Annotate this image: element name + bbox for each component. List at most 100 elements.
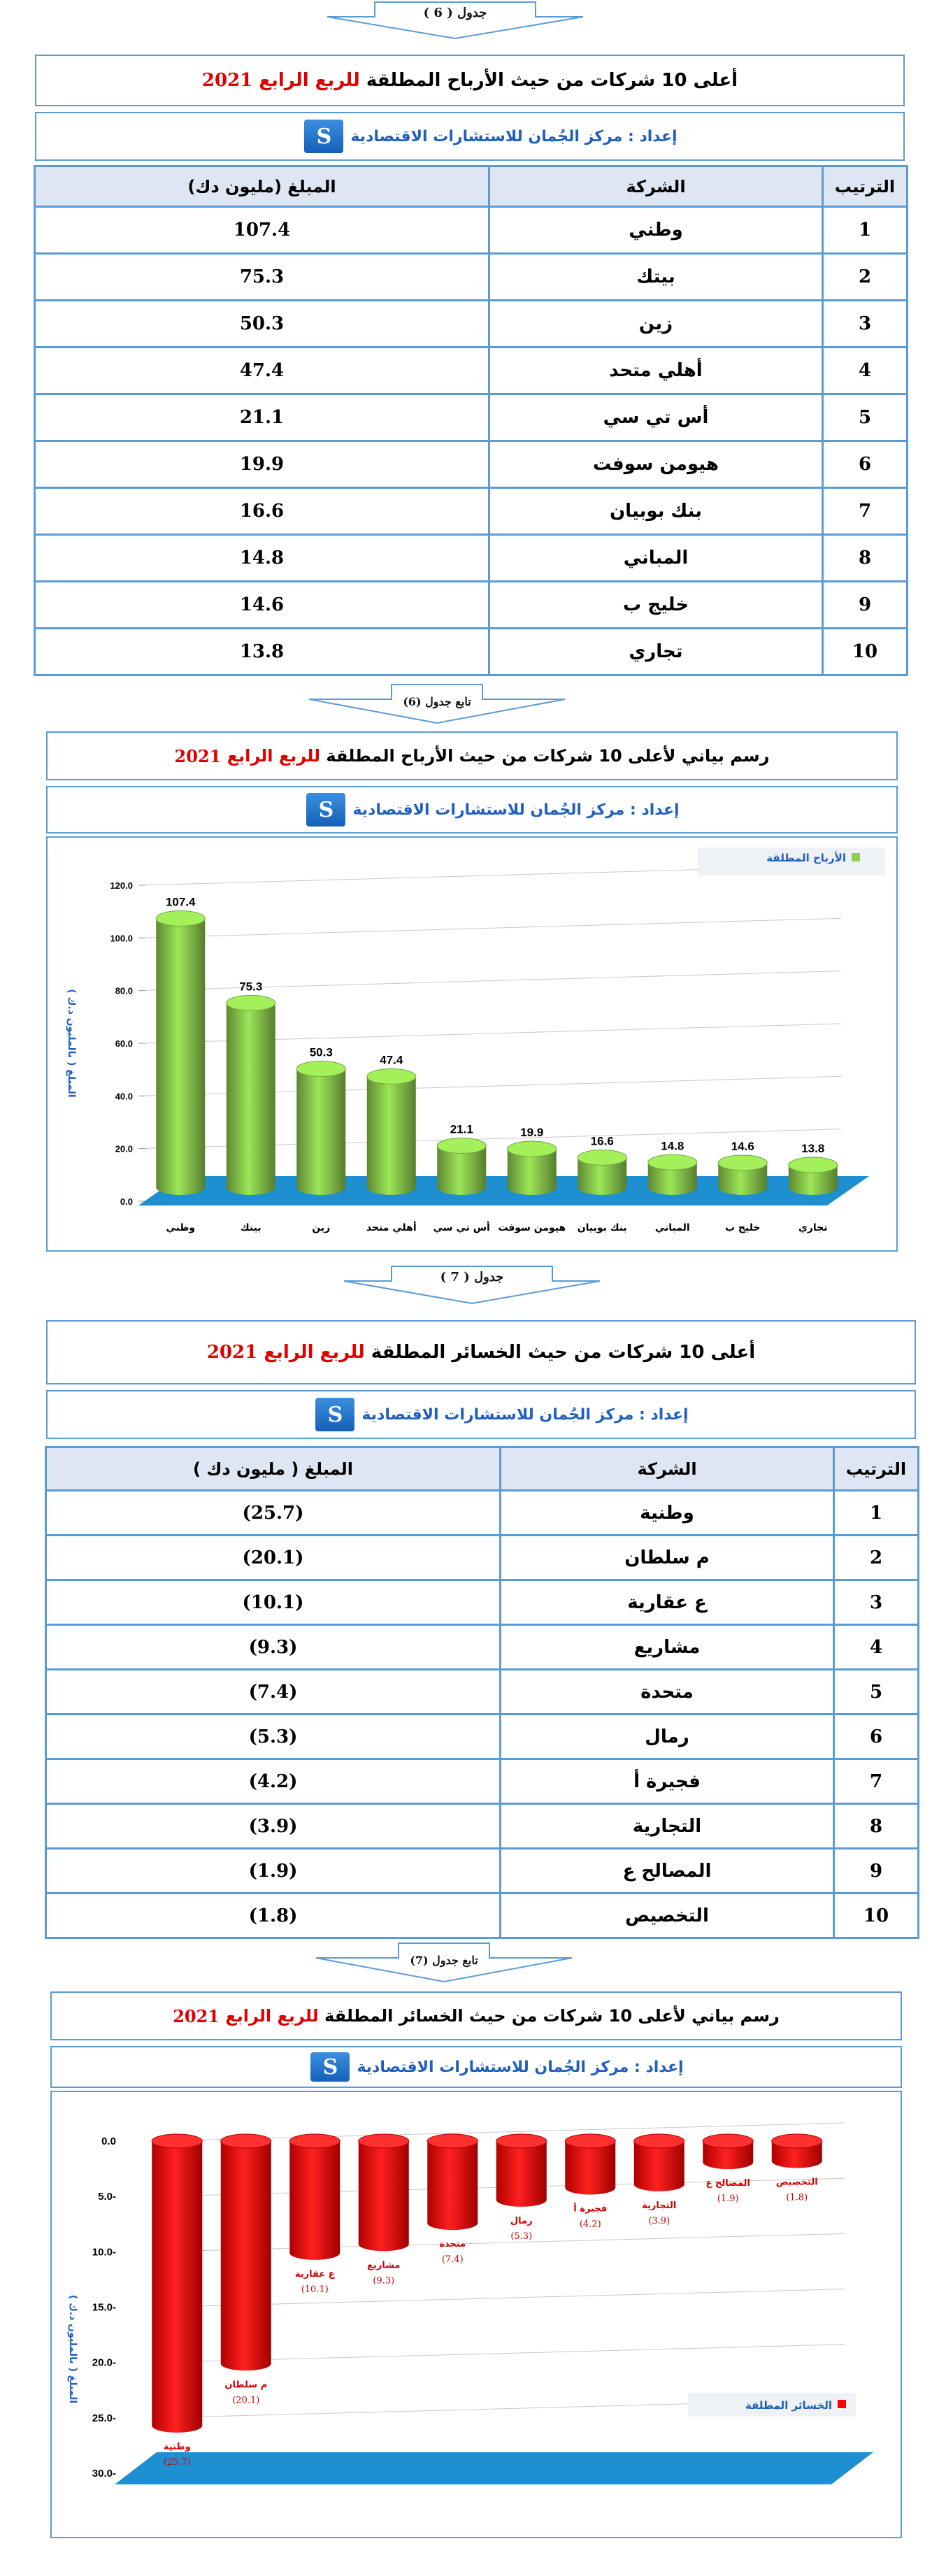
bar-top	[436, 1138, 487, 1154]
jumana-logo-icon: S	[304, 120, 344, 153]
company-cell: زين	[488, 299, 824, 348]
legend-label: الأرباح المطلقة	[766, 852, 846, 864]
bar-body	[578, 1157, 627, 1195]
title-prefix: رسم بياني لأعلى 10 شركات من حيث الأرباح …	[326, 746, 770, 766]
x-tick-label: بنك بوبيان	[578, 1222, 627, 1233]
bar	[507, 1140, 557, 1195]
table-row: 9 المصالح ع (1.9)	[45, 1847, 919, 1894]
x-tick-label: هيومن سوفت	[498, 1222, 566, 1233]
x-tick-label: وطنية	[164, 2442, 191, 2452]
x-tick-label: مشاريع	[367, 2260, 400, 2270]
x-tick-label: بيتك	[241, 1222, 261, 1233]
rank-cell: 6	[833, 1713, 919, 1760]
chart6-credit: إعداد : مركز الجُمان للاستشارات الاقتصاد…	[46, 786, 898, 833]
jumana-logo-icon: S	[310, 2052, 350, 2082]
bar-top	[788, 1157, 838, 1173]
table-row: 1 وطني 107.4	[34, 206, 908, 255]
table6-arrow-label: جدول ( 6 )	[423, 6, 487, 20]
bar	[496, 2133, 547, 2207]
company-cell: م سلطان	[499, 1534, 835, 1581]
bar-body	[427, 2141, 478, 2231]
header-company: الشركة	[488, 165, 824, 208]
bar	[771, 2133, 823, 2168]
bar-top	[647, 1154, 698, 1171]
x-tick-label: التجارية	[642, 2201, 676, 2211]
y-tick-label: 0.0	[101, 2135, 116, 2147]
table-row: 2 بيتك 75.3	[34, 252, 908, 301]
rank-cell: 4	[822, 346, 908, 395]
company-cell: رمال	[499, 1713, 835, 1760]
x-tick-label: وطني	[166, 1222, 195, 1233]
y-tick-label: 30.0-	[92, 2468, 116, 2480]
data-label: (3.9)	[648, 2216, 670, 2226]
data-label: 13.8	[801, 1142, 824, 1155]
loss-table: الترتيب الشركة المبلغ ( مليون دك ) 1 وطني…	[45, 1446, 919, 1939]
bar	[220, 2133, 272, 2371]
rank-cell: 3	[822, 299, 908, 348]
data-label: (4.2)	[580, 2219, 601, 2230]
bar-body	[633, 2141, 684, 2191]
header-amount: المبلغ ( مليون دك )	[45, 1446, 501, 1491]
rank-cell: 4	[833, 1624, 919, 1670]
y-tick-label: 25.0-	[92, 2412, 116, 2424]
bar	[633, 2133, 685, 2191]
bar-top	[358, 2133, 410, 2149]
title-highlight: للربع الرابع	[264, 1342, 365, 1363]
title-highlight: للربع الرابع	[259, 70, 360, 91]
data-label: 107.4	[166, 895, 196, 908]
bar-body	[289, 2141, 341, 2260]
data-label: (10.1)	[301, 2284, 329, 2295]
amount-cell: (7.4)	[45, 1668, 501, 1715]
bar-top	[296, 1061, 346, 1078]
table6-title: أعلى 10 شركات من حيث الأرباح المطلقة للر…	[35, 55, 905, 106]
legend-swatch	[852, 853, 860, 861]
chart6-arrow-label: تابع جدول (6)	[403, 695, 471, 708]
bar-body	[152, 2141, 203, 2433]
table-row: 8 التجارية (3.9)	[45, 1803, 919, 1849]
amount-cell: 75.3	[34, 252, 490, 301]
amount-cell: 47.4	[34, 346, 490, 395]
company-cell: التجارية	[499, 1803, 835, 1849]
rank-cell: 10	[833, 1892, 919, 1939]
data-label: (20.1)	[232, 2395, 259, 2405]
bar-top	[427, 2133, 478, 2149]
data-label: (9.3)	[373, 2275, 394, 2286]
amount-cell: (3.9)	[45, 1803, 501, 1849]
bar-top	[577, 1149, 627, 1166]
table7-credit: إعداد : مركز الجُمان للاستشارات الاقتصاد…	[46, 1390, 916, 1439]
bar	[647, 1154, 698, 1195]
bar-body	[771, 2141, 822, 2168]
profit-chart: 0.0 20.0 40.0 60.0 80.0 100.0 120.0 المبلغ ( با…	[66, 847, 885, 1234]
bar-top	[717, 1154, 768, 1171]
y-tick-label: 5.0-	[98, 2191, 116, 2203]
credit-text: إعداد : مركز الجُمان للاستشارات الاقتصاد…	[361, 1405, 689, 1424]
bar	[427, 2133, 478, 2231]
rank-cell: 6	[822, 440, 908, 489]
x-tick-label: المباني	[655, 1222, 690, 1233]
x-tick-label: أهلي متحد	[366, 1221, 417, 1233]
chart6-title: رسم بياني لأعلى 10 شركات من حيث الأرباح …	[46, 731, 898, 780]
y-tick-label: 10.0-	[92, 2246, 116, 2258]
x-tick-label: تجاري	[798, 1222, 828, 1234]
chart7-arrow-label: تابع جدول (7)	[410, 1954, 478, 1967]
x-tick-label: ع عقارية	[295, 2269, 336, 2280]
x-tick-label: م سلطان	[224, 2380, 267, 2390]
amount-cell: (4.2)	[45, 1758, 501, 1805]
amount-cell: (10.1)	[45, 1579, 501, 1626]
amount-cell: 50.3	[34, 299, 490, 348]
data-label: 14.6	[731, 1140, 754, 1153]
title-year: 2021	[173, 2005, 220, 2026]
header-amount: المبلغ (مليون دك)	[34, 165, 490, 208]
y-axis-label: المبلغ ( بالمليون د.ك )	[66, 989, 77, 1097]
rank-cell: 9	[833, 1847, 919, 1894]
table-row: 10 تجاري 13.8	[34, 627, 908, 676]
bar	[788, 1157, 838, 1195]
company-cell: وطنية	[499, 1489, 835, 1536]
data-label: 16.6	[591, 1134, 614, 1147]
logo-glyph: S	[322, 2054, 338, 2080]
table7-arrow: جدول ( 7 )	[343, 1266, 601, 1305]
table-row: 1 وطنية (25.7)	[45, 1489, 919, 1536]
bar-body	[358, 2141, 409, 2252]
company-cell: المصالح ع	[499, 1847, 835, 1894]
company-cell: هيومن سوفت	[488, 440, 824, 489]
